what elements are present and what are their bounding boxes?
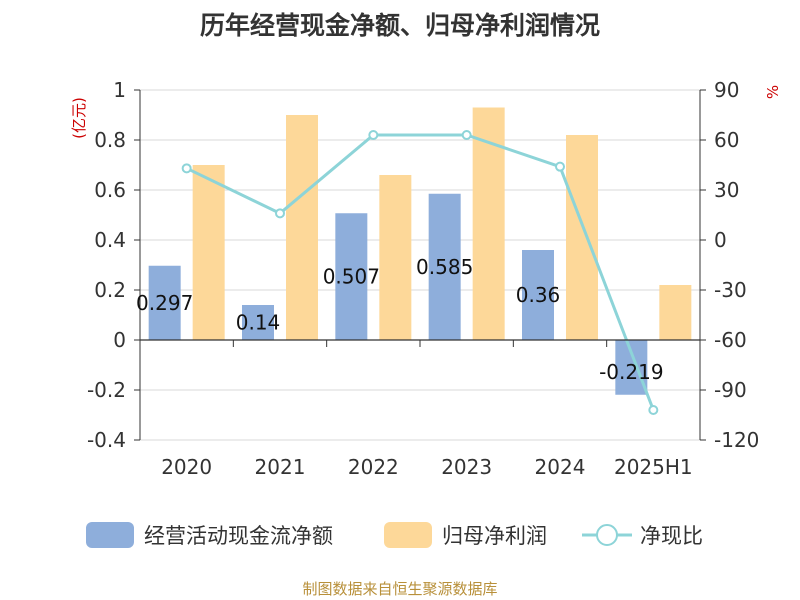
bars <box>148 107 692 395</box>
legend: 经营活动现金流净额 归母净利润 净现比 <box>86 522 703 548</box>
cash-flow-bar <box>335 213 368 340</box>
chart-title: 历年经营现金净额、归母净利润情况 <box>199 11 600 40</box>
legend-swatch-ratio-marker <box>596 524 618 546</box>
legend-label-net-profit: 归母净利润 <box>442 524 547 548</box>
y-left-tick-label: -0.2 <box>87 378 126 402</box>
y-left-tick-label: 0 <box>113 328 126 352</box>
ratio-point <box>461 130 472 140</box>
y-left-tick-label: 0.2 <box>94 278 126 302</box>
net-profit-bar <box>659 285 692 340</box>
y-left-tick-label: 0.8 <box>94 128 126 152</box>
legend-swatch-cash-flow <box>86 522 134 548</box>
ratio-point <box>181 163 192 174</box>
net-profit-bar <box>286 115 318 340</box>
ratio-line <box>181 130 659 415</box>
ratio-point <box>275 208 285 219</box>
x-tick-label: 2024 <box>535 455 586 479</box>
cash-flow-bar <box>148 265 181 340</box>
cash-flow-data-label: 0.585 <box>416 255 473 279</box>
ratio-point <box>368 130 379 140</box>
legend-label-cash-flow: 经营活动现金流净额 <box>144 524 333 548</box>
y-left-tick-label: -0.4 <box>87 428 126 452</box>
cash-flow-data-label: 0.297 <box>136 291 193 315</box>
y-right-tick-label: 60 <box>714 128 739 152</box>
y-right-tick-label: -120 <box>714 428 759 452</box>
net-profit-bar <box>192 165 225 340</box>
y-right-tick-label: -60 <box>714 328 747 352</box>
y-left-tick-label: 0.4 <box>94 228 126 252</box>
y-right-tick-label: 90 <box>714 78 739 102</box>
ratio-point <box>648 405 659 415</box>
source-note: 制图数据来自恒生聚源数据库 <box>302 580 498 598</box>
cash-flow-bar <box>242 305 274 340</box>
legend-swatch-net-profit <box>384 522 432 548</box>
y-right-tick-label: -90 <box>714 378 747 402</box>
cash-flow-bar <box>522 250 554 340</box>
legend-label-ratio: 净现比 <box>640 524 703 548</box>
y-right-tick-label: 0 <box>714 228 727 252</box>
x-tick-label: 2021 <box>255 455 306 479</box>
net-profit-bar <box>379 175 412 340</box>
x-tick-label: 2022 <box>348 455 399 479</box>
y-left-tick-label: 1 <box>113 78 126 102</box>
x-tick-label: 2020 <box>161 455 212 479</box>
data-labels: 0.297 0.14 0.507 0.585 0.36 -0.219 <box>136 255 664 384</box>
net-profit-bar <box>566 135 598 340</box>
x-tick-label: 2023 <box>441 455 492 479</box>
cash-flow-data-label: 0.507 <box>323 265 380 289</box>
ratio-polyline <box>186 133 655 411</box>
cash-flow-bar <box>428 193 461 340</box>
cash-flow-data-label: -0.219 <box>599 360 663 384</box>
y-left-unit: (亿元) <box>70 97 88 139</box>
cash-flow-data-label: 0.14 <box>236 311 281 335</box>
y-right-tick-label: 30 <box>714 178 739 202</box>
y-left-tick-label: 0.6 <box>94 178 126 202</box>
x-tick-label: 2025H1 <box>614 455 693 479</box>
axes: 1 0.8 0.6 0.4 0.2 0 -0.2 -0.4 90 60 30 0 -30 -60 -90 -1… <box>70 78 782 479</box>
y-right-unit: % <box>764 85 782 99</box>
y-right-tick-label: -30 <box>714 278 747 302</box>
cash-flow-data-label: 0.36 <box>516 283 561 307</box>
ratio-point <box>555 161 565 172</box>
